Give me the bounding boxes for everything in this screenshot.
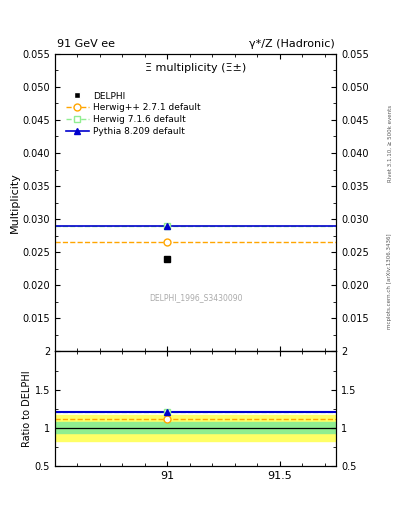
Y-axis label: Ratio to DELPHI: Ratio to DELPHI	[22, 370, 32, 447]
Text: 91 GeV ee: 91 GeV ee	[57, 38, 115, 49]
Legend: DELPHI, Herwig++ 2.7.1 default, Herwig 7.1.6 default, Pythia 8.209 default: DELPHI, Herwig++ 2.7.1 default, Herwig 7…	[62, 88, 204, 139]
Text: mcplots.cern.ch [arXiv:1306.3436]: mcplots.cern.ch [arXiv:1306.3436]	[387, 234, 392, 329]
Bar	[55, 415, 336, 441]
Text: γ*/Z (Hadronic): γ*/Z (Hadronic)	[250, 38, 335, 49]
Text: DELPHI_1996_S3430090: DELPHI_1996_S3430090	[149, 293, 242, 303]
Text: Ξ multiplicity (Ξ±): Ξ multiplicity (Ξ±)	[145, 62, 246, 73]
Y-axis label: Multiplicity: Multiplicity	[10, 172, 20, 233]
Text: Rivet 3.1.10, ≥ 500k events: Rivet 3.1.10, ≥ 500k events	[387, 105, 392, 182]
Bar	[55, 422, 336, 433]
